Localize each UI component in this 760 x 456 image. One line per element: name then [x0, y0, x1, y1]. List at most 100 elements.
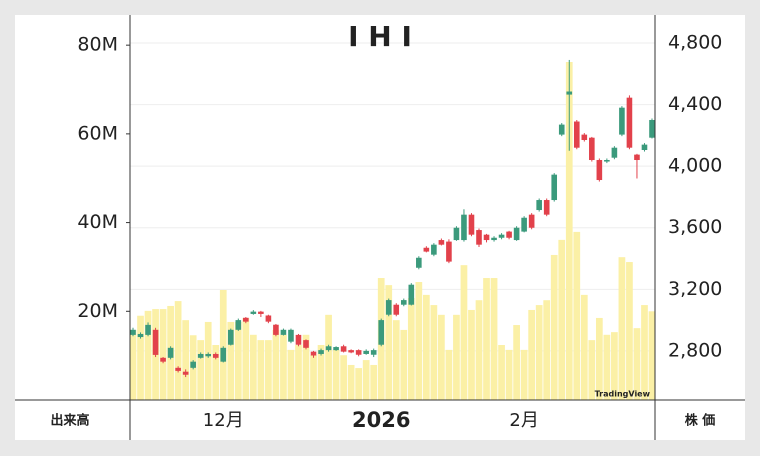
volume-bar	[422, 294, 430, 400]
candle-body	[235, 320, 242, 330]
candle-body	[513, 227, 520, 241]
x-tick-label: 2026	[352, 408, 410, 432]
y-tick-label: 60M	[77, 122, 118, 144]
volume-bar	[332, 349, 340, 400]
volume-bar	[550, 254, 558, 400]
volume-bar	[227, 321, 235, 400]
y-tick-label: 80M	[77, 34, 118, 56]
volume-bar	[385, 285, 393, 400]
volume-bar	[295, 345, 302, 400]
volume-bar	[498, 345, 505, 400]
candle-body	[619, 107, 625, 135]
volume-bar	[535, 305, 543, 400]
candle-body	[536, 200, 542, 211]
candle-body	[611, 147, 618, 158]
volume-bar	[310, 355, 317, 400]
x-tick-label: 12月	[203, 410, 244, 431]
candle-body	[152, 329, 159, 355]
volume-bar	[520, 349, 528, 400]
candle-body	[205, 353, 212, 357]
volume-bar	[272, 329, 280, 400]
candle-body	[551, 174, 558, 201]
candle-body	[303, 340, 309, 348]
volume-bar	[400, 329, 408, 400]
volume-bar	[641, 305, 648, 400]
candle-body	[446, 241, 452, 262]
candle-body	[649, 119, 655, 138]
volume-bar	[370, 364, 378, 400]
y-axis-label: 出来高	[50, 413, 89, 429]
volume-bar	[528, 309, 536, 400]
candle-body	[483, 234, 490, 241]
candle-body	[566, 91, 573, 95]
candle-body	[363, 350, 369, 354]
candle-body	[137, 333, 144, 338]
volume-bar	[280, 334, 287, 400]
candle-body	[227, 329, 234, 345]
candle-body	[295, 334, 302, 345]
candle-body	[468, 214, 475, 235]
candle-body	[310, 351, 317, 356]
volume-bar	[407, 297, 415, 400]
candle-body	[393, 304, 400, 315]
candle-body	[431, 244, 437, 255]
volume-bar	[340, 355, 347, 400]
volume-bar	[588, 340, 596, 400]
candle-body	[378, 320, 385, 345]
candle-body	[506, 231, 512, 238]
candle-body	[581, 134, 588, 140]
volume-bar	[144, 310, 152, 400]
volume-bar	[204, 321, 212, 400]
candle-body	[461, 214, 467, 241]
volume-bar	[355, 368, 363, 400]
candle-body	[498, 234, 505, 238]
candle-body	[589, 137, 595, 161]
volume-bar	[603, 334, 611, 400]
candle-body	[476, 230, 482, 245]
volume-bar	[249, 334, 257, 400]
candle-body	[130, 329, 136, 335]
volume-bar	[392, 320, 400, 400]
candle-body	[288, 329, 294, 342]
candle-body	[167, 347, 174, 358]
volume-bar	[219, 290, 227, 400]
volume-bar	[159, 309, 167, 400]
volume-bar	[265, 340, 272, 400]
volume-bar	[513, 325, 520, 400]
candle-body	[438, 240, 445, 245]
candle-body	[634, 154, 640, 161]
candle-body	[423, 247, 430, 252]
candle-body	[355, 350, 362, 355]
volume-bar	[302, 334, 310, 400]
volume-bar	[197, 340, 205, 400]
volume-bar	[182, 320, 190, 400]
x-tick-label: 2月	[509, 410, 538, 431]
plot-area	[129, 42, 656, 401]
candle-body	[182, 371, 189, 375]
candle-body	[416, 257, 422, 268]
volume-bar	[362, 360, 370, 400]
candle-body	[318, 350, 324, 354]
y2-tick-label: 4,400	[668, 93, 722, 115]
volume-bar	[234, 321, 242, 400]
volume-bar	[137, 315, 144, 400]
candle-body	[333, 347, 339, 351]
candle-body	[197, 353, 204, 358]
candle-body	[521, 217, 527, 232]
candle-body	[626, 97, 633, 148]
candle-body	[408, 284, 415, 305]
candle-body	[558, 124, 565, 135]
volume-bar	[347, 364, 355, 400]
candle-body	[175, 367, 181, 371]
y2-tick-label: 4,000	[668, 155, 722, 177]
volume-bar	[242, 317, 250, 400]
y-tick-label: 20M	[77, 300, 118, 322]
volume-bar	[573, 231, 581, 400]
candle-body	[641, 144, 648, 151]
y-tick-label: 40M	[77, 211, 118, 233]
candle-body	[528, 214, 535, 228]
y2-axis-label: 株 価	[685, 413, 716, 429]
volume-bar	[460, 265, 468, 400]
candle-body	[596, 160, 603, 181]
